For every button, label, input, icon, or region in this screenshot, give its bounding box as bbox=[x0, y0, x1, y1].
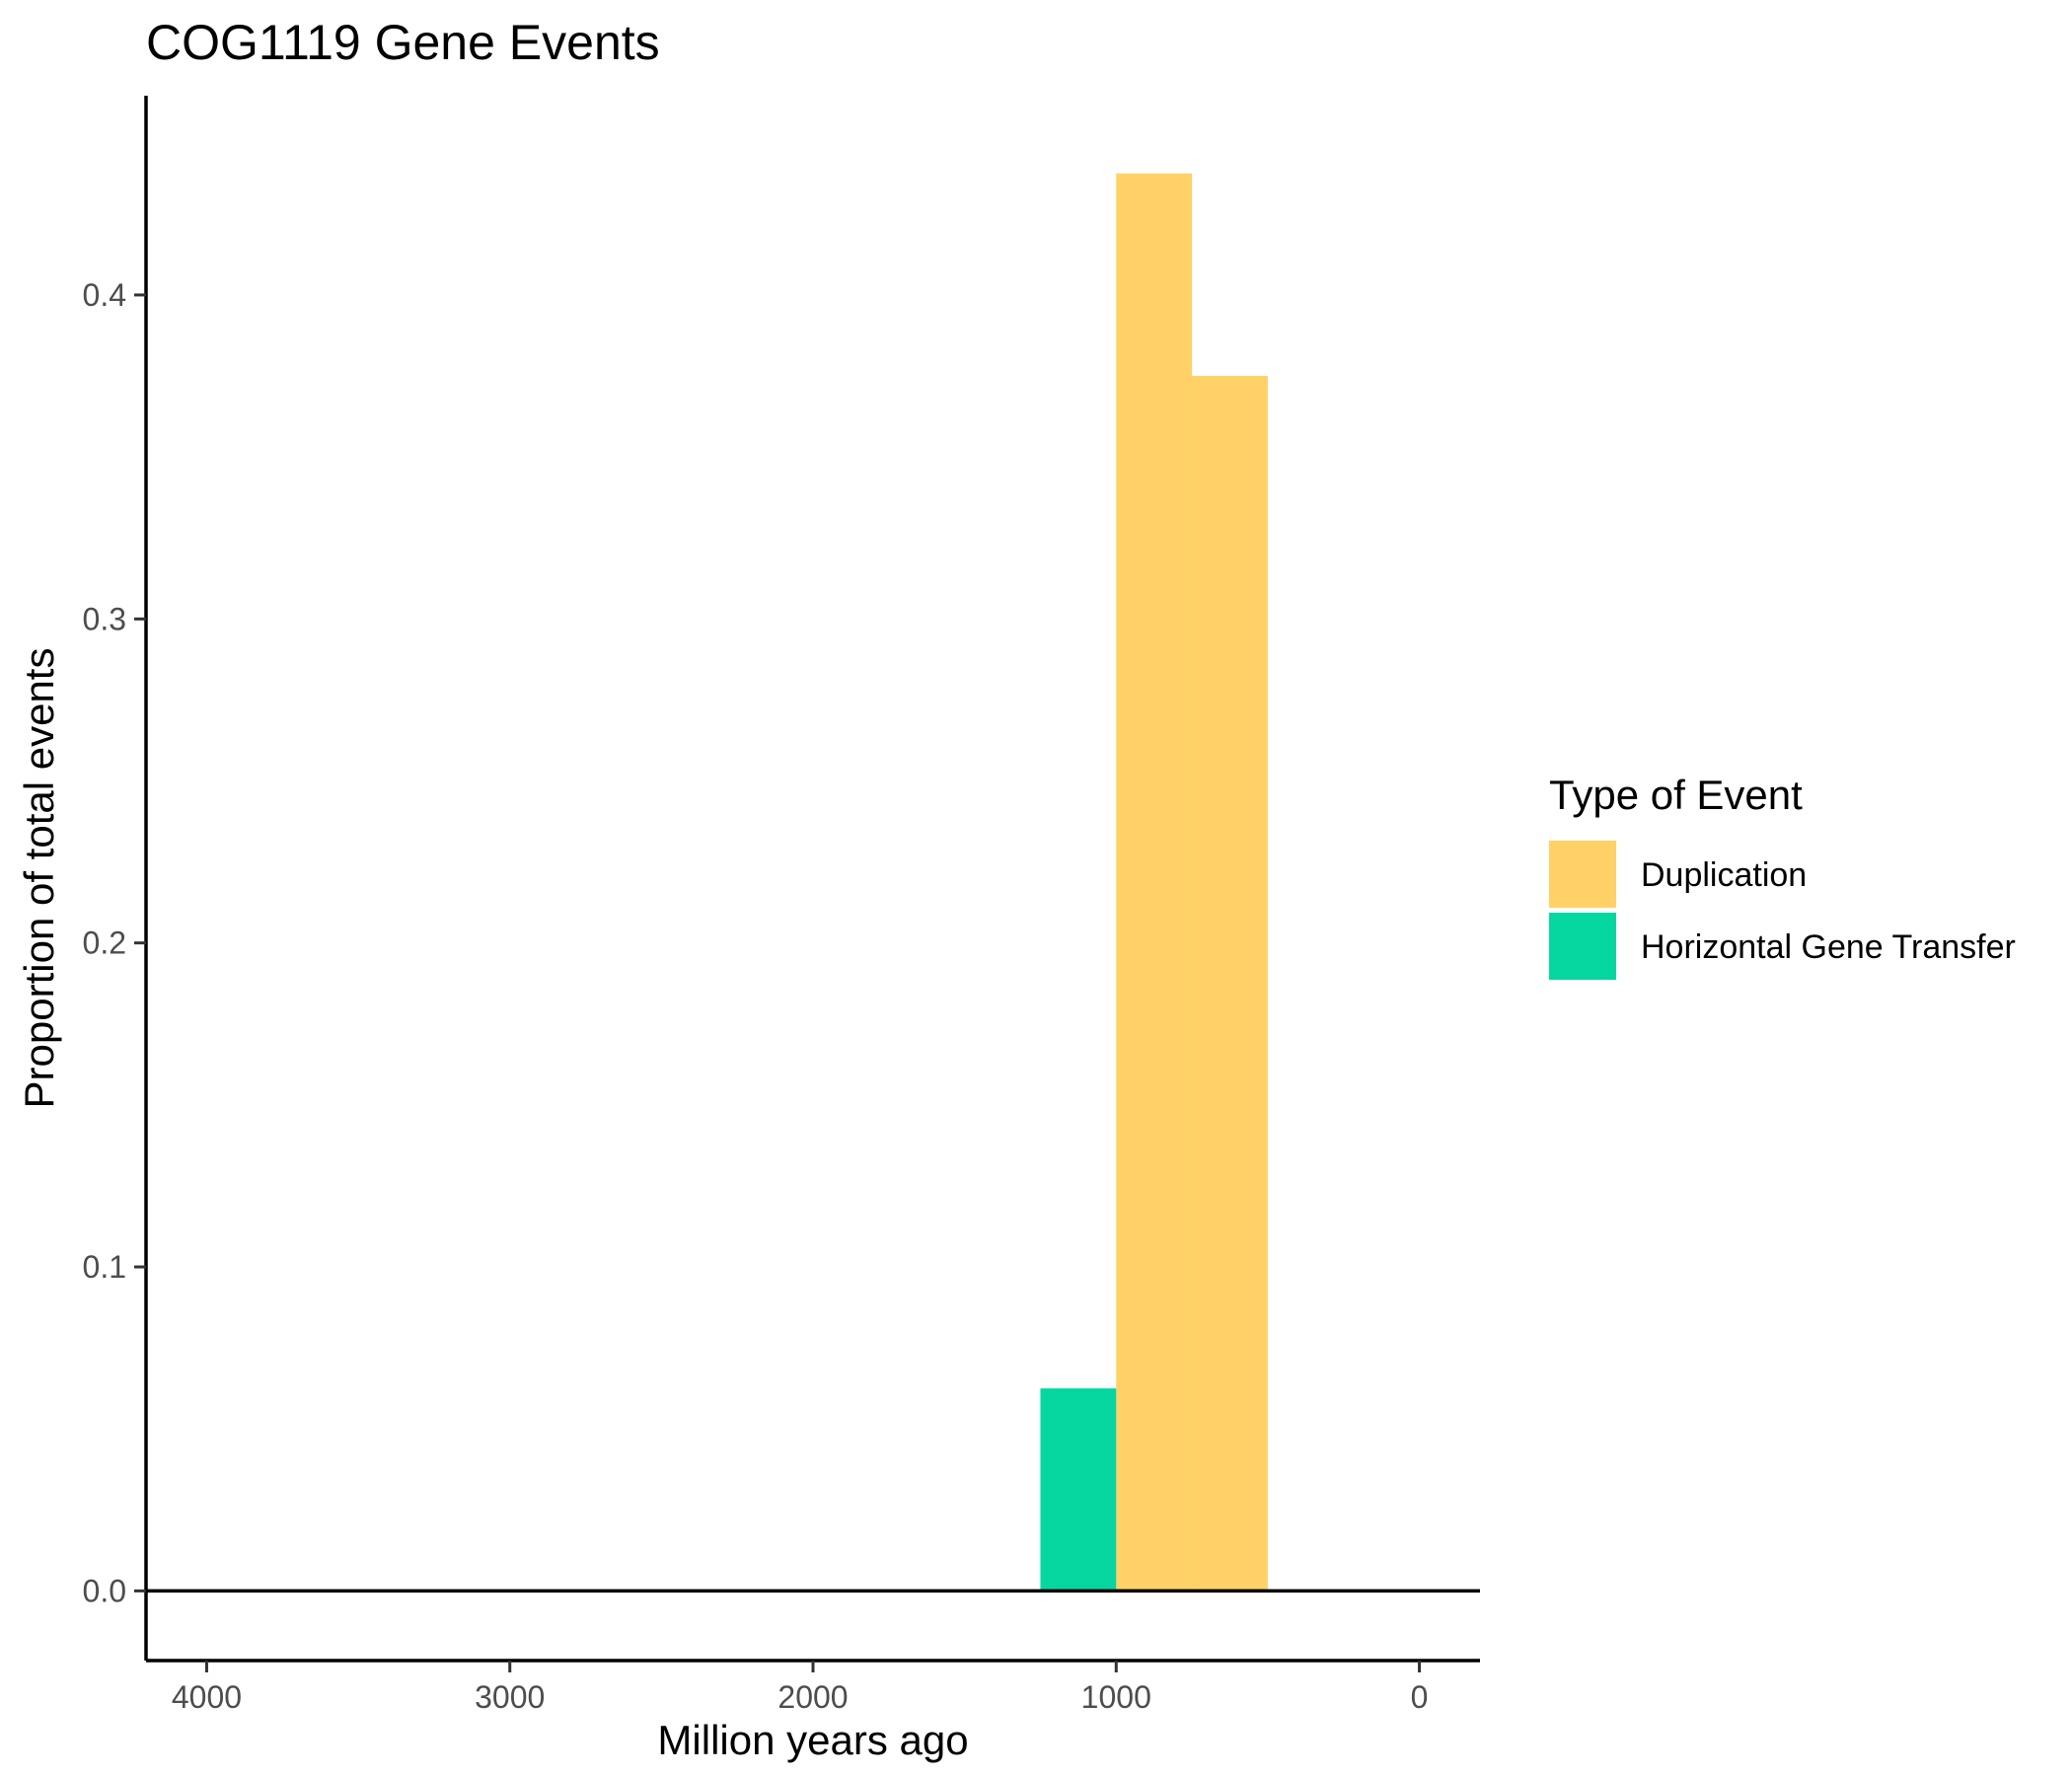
bar-duplication-1 bbox=[1192, 376, 1268, 1591]
legend-label-hgt: Horizontal Gene Transfer bbox=[1641, 928, 2016, 966]
x-ticks: 4000 3000 2000 1000 0 bbox=[172, 1661, 1429, 1715]
y-tick-label: 0.3 bbox=[83, 601, 126, 636]
bar-hgt-0 bbox=[1040, 1388, 1117, 1591]
legend-label-duplication: Duplication bbox=[1641, 856, 1807, 894]
bar-duplication-0 bbox=[1116, 173, 1193, 1591]
y-tick-label: 0.4 bbox=[83, 277, 126, 313]
legend-swatch-duplication bbox=[1549, 841, 1616, 908]
legend-title: Type of Event bbox=[1549, 772, 1803, 818]
x-tick-label: 4000 bbox=[172, 1679, 242, 1715]
y-tick-label: 0.0 bbox=[83, 1573, 126, 1608]
x-tick-label: 2000 bbox=[777, 1679, 848, 1715]
y-tick-label: 0.1 bbox=[83, 1249, 126, 1285]
bars-layer bbox=[1040, 173, 1268, 1591]
y-tick-label: 0.2 bbox=[83, 925, 126, 961]
legend: Type of Event Duplication Horizontal Gen… bbox=[1549, 772, 2016, 980]
x-tick-label: 3000 bbox=[475, 1679, 545, 1715]
chart-title: COG1119 Gene Events bbox=[146, 15, 660, 70]
x-tick-label: 0 bbox=[1411, 1679, 1429, 1715]
y-axis-title: Proportion of total events bbox=[16, 648, 62, 1109]
legend-swatch-hgt bbox=[1549, 913, 1616, 980]
x-axis-title: Million years ago bbox=[657, 1717, 968, 1763]
x-tick-label: 1000 bbox=[1081, 1679, 1151, 1715]
y-ticks: 0.0 0.1 0.2 0.3 0.4 bbox=[83, 277, 146, 1608]
